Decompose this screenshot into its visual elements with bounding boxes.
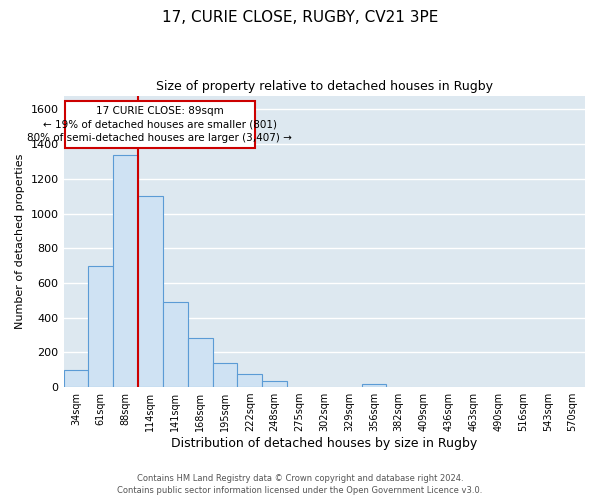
- Title: Size of property relative to detached houses in Rugby: Size of property relative to detached ho…: [156, 80, 493, 93]
- Bar: [212, 363, 238, 387]
- Text: Contains HM Land Registry data © Crown copyright and database right 2024.
Contai: Contains HM Land Registry data © Crown c…: [118, 474, 482, 495]
- Bar: [65, 101, 255, 148]
- Bar: [262, 381, 287, 387]
- Text: 80% of semi-detached houses are larger (3,407) →: 80% of semi-detached houses are larger (…: [28, 132, 292, 142]
- Bar: [362, 384, 386, 387]
- Bar: [88, 266, 113, 387]
- Text: 17 CURIE CLOSE: 89sqm: 17 CURIE CLOSE: 89sqm: [96, 106, 224, 117]
- Bar: [188, 338, 212, 387]
- Bar: [113, 154, 138, 387]
- Y-axis label: Number of detached properties: Number of detached properties: [15, 154, 25, 329]
- Text: ← 19% of detached houses are smaller (801): ← 19% of detached houses are smaller (80…: [43, 120, 277, 130]
- Bar: [64, 370, 88, 387]
- Bar: [163, 302, 188, 387]
- Text: 17, CURIE CLOSE, RUGBY, CV21 3PE: 17, CURIE CLOSE, RUGBY, CV21 3PE: [162, 10, 438, 25]
- Bar: [238, 374, 262, 387]
- Bar: [138, 196, 163, 387]
- X-axis label: Distribution of detached houses by size in Rugby: Distribution of detached houses by size …: [171, 437, 478, 450]
